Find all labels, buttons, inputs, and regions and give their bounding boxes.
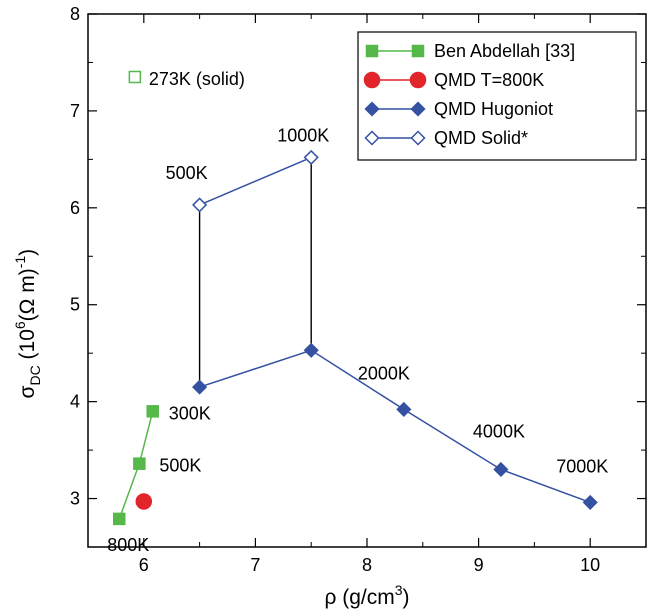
legend-label: QMD Hugoniot	[434, 99, 553, 119]
data-point	[128, 70, 142, 84]
legend-label: QMD T=800K	[434, 70, 544, 90]
y-axis-label: σDC (106(Ω m)-1)	[12, 249, 43, 399]
point-label: 4000K	[473, 421, 525, 441]
point-label: 800K	[107, 535, 149, 555]
legend-marker	[364, 101, 380, 117]
y-tick-label: 3	[70, 489, 80, 509]
point-label: 300K	[169, 403, 211, 423]
point-label: 273K (solid)	[149, 69, 245, 89]
legend-marker	[410, 130, 426, 146]
legend-marker	[364, 130, 380, 146]
data-point	[192, 379, 208, 395]
point-label: 500K	[159, 456, 201, 476]
y-tick-label: 5	[70, 295, 80, 315]
legend-label: QMD Solid*	[434, 128, 528, 148]
legend: Ben Abdellah [33] QMD T=800K QMD Hugoniot Q…	[357, 31, 637, 161]
data-point	[112, 512, 126, 526]
point-labels: 800K 500K 300K 2000K 4000K 7000K 500K 1000K 273K…	[107, 69, 608, 555]
data-point	[396, 401, 412, 417]
point-label: 2000K	[358, 363, 410, 383]
legend-marker	[411, 44, 425, 58]
legend-label: Ben Abdellah [33]	[434, 41, 575, 61]
data-point	[303, 149, 319, 165]
point-label: 500K	[166, 163, 208, 183]
x-tick-label: 9	[474, 555, 484, 575]
point-label: 1000K	[277, 125, 329, 145]
legend-marker	[409, 71, 427, 89]
legend-marker	[363, 71, 381, 89]
y-tick-label: 6	[70, 198, 80, 218]
y-tick-label: 4	[70, 392, 80, 412]
x-tick-label: 7	[250, 555, 260, 575]
data-point	[133, 457, 146, 470]
y-tick-label: 8	[70, 4, 80, 24]
x-axis-label: ρ (g/cm3)	[324, 582, 409, 609]
point-label: 7000K	[556, 456, 608, 476]
series-line	[199, 156, 312, 206]
x-tick-label: 8	[362, 555, 372, 575]
data-point	[303, 342, 319, 358]
y-tick-label: 7	[70, 101, 80, 121]
data-point	[582, 494, 598, 510]
x-tick-label: 6	[139, 555, 149, 575]
legend-marker	[410, 101, 426, 117]
data-point	[192, 197, 208, 213]
data-point	[146, 405, 159, 418]
data-point	[135, 493, 153, 510]
axis-ticks: 6 7 8 9 10 3 4 5 6 7 8	[70, 4, 647, 575]
x-tick-label: 10	[580, 555, 600, 575]
data-point	[493, 461, 509, 478]
plot-area	[112, 70, 598, 526]
legend-marker	[365, 44, 379, 58]
